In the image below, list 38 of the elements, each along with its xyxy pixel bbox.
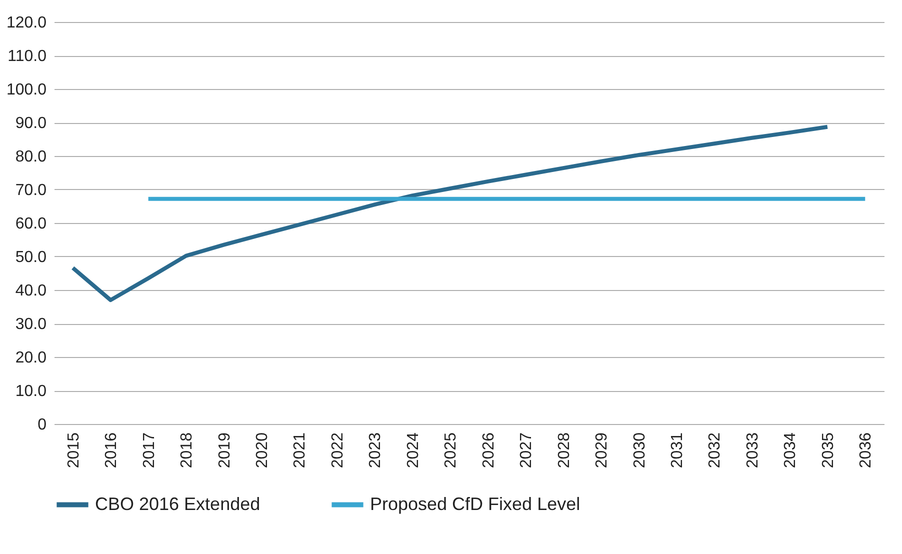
y-tick-label: 110.0 bbox=[8, 48, 47, 65]
x-tick-label: 2028 bbox=[556, 432, 573, 468]
line-series bbox=[70, 124, 830, 302]
x-tick-label: 2019 bbox=[216, 432, 234, 468]
x-tick-label: 2031 bbox=[669, 432, 686, 468]
y-tick-label: 120.0 bbox=[6, 14, 47, 32]
y-tick-label: 30.0 bbox=[15, 316, 47, 333]
y-tick-label: 90.0 bbox=[15, 115, 47, 132]
x-tick-label: 2016 bbox=[103, 432, 120, 468]
y-tick-label: 80.0 bbox=[15, 148, 47, 166]
y-tick-label: 0 bbox=[38, 416, 47, 434]
x-tick-label: 2033 bbox=[744, 432, 762, 468]
x-tick-label: 2018 bbox=[178, 432, 196, 468]
y-tick-label: 70.0 bbox=[15, 182, 47, 199]
y-tick-label: 20.0 bbox=[15, 350, 47, 366]
x-tick-label: 2032 bbox=[706, 432, 724, 468]
y-tick-label: 60.0 bbox=[15, 216, 47, 232]
x-tick-label: 2027 bbox=[518, 432, 536, 468]
y-tick-label: 100.0 bbox=[6, 82, 47, 98]
legend-label: Proposed CfD Fixed Level bbox=[370, 494, 580, 514]
x-tick-label: 2030 bbox=[631, 432, 648, 468]
x-tick-label: 2023 bbox=[367, 432, 384, 468]
x-tick-label: 2020 bbox=[254, 432, 271, 468]
y-tick-label: 50.0 bbox=[15, 249, 47, 266]
y-tick-label: 40.0 bbox=[15, 282, 47, 300]
x-tick-label: 2024 bbox=[404, 432, 422, 468]
x-tick-label: 2022 bbox=[329, 432, 346, 468]
x-tick-label: 2015 bbox=[65, 432, 82, 468]
x-tick-label: 2034 bbox=[782, 432, 800, 468]
x-tick-label: 2025 bbox=[442, 432, 460, 468]
y-tick-label: 10.0 bbox=[15, 383, 47, 400]
x-tick-label: 2029 bbox=[594, 432, 611, 468]
legend-label: CBO 2016 Extended bbox=[95, 494, 260, 514]
x-tick-label: 2026 bbox=[480, 432, 498, 468]
x-tick-label: 2036 bbox=[858, 432, 875, 468]
x-tick-label: 2021 bbox=[292, 432, 309, 468]
x-tick-label: 2035 bbox=[820, 432, 837, 468]
x-tick-label: 2017 bbox=[140, 432, 158, 468]
